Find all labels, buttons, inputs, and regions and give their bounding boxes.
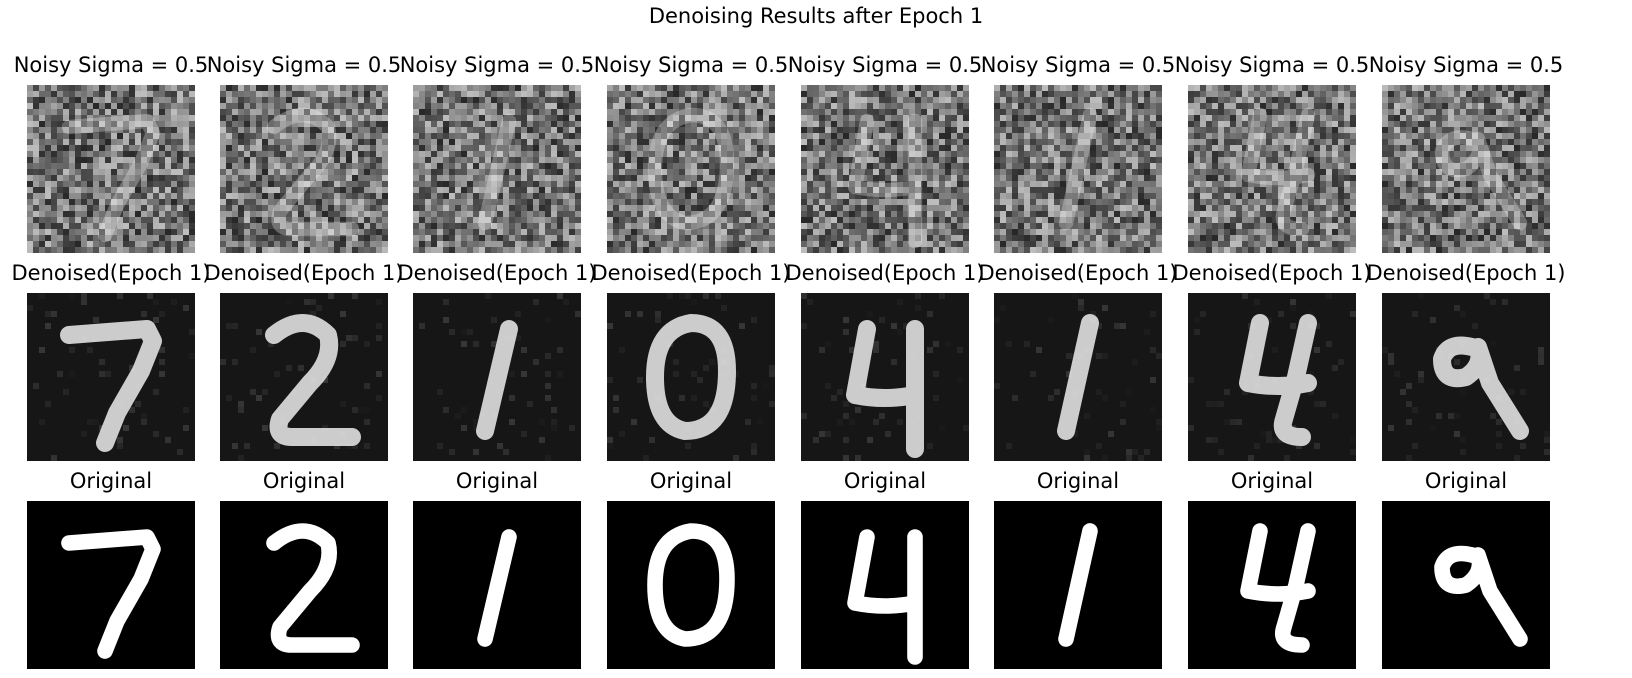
- original-label: Original: [649, 469, 733, 493]
- noisy-label: Noisy Sigma = 0.5: [1174, 53, 1370, 77]
- denoised-digit-4-graphic: [801, 293, 969, 461]
- denoised-digit-2-graphic: [220, 293, 388, 461]
- original-image-digit-1: [413, 501, 581, 669]
- noisy-image-digit-7: [27, 85, 195, 253]
- original-label: Original: [69, 469, 153, 493]
- noisy-digit-9-graphic: [1382, 85, 1550, 253]
- denoised-label: Denoised(Epoch 1): [1366, 261, 1566, 285]
- denoised-label: Denoised(Epoch 1): [785, 261, 985, 285]
- noisy-label: Noisy Sigma = 0.5: [593, 53, 789, 77]
- denoised-image-digit-4: [1188, 293, 1356, 461]
- denoised-image-digit-1: [994, 293, 1162, 461]
- original-image-digit-7: [27, 501, 195, 669]
- noisy-label: Noisy Sigma = 0.5: [13, 53, 209, 77]
- denoised-image-digit-4: [801, 293, 969, 461]
- figure-title: Denoising Results after Epoch 1: [648, 4, 984, 28]
- denoised-image-digit-9: [1382, 293, 1550, 461]
- denoised-label: Denoised(Epoch 1): [1172, 261, 1372, 285]
- noisy-digit-1-graphic: [413, 85, 581, 253]
- denoised-image-digit-0: [607, 293, 775, 461]
- denoised-label: Denoised(Epoch 1): [978, 261, 1178, 285]
- original-label: Original: [1230, 469, 1314, 493]
- noisy-image-digit-4: [801, 85, 969, 253]
- original-label: Original: [1424, 469, 1508, 493]
- noisy-digit-2-graphic: [220, 85, 388, 253]
- noisy-image-digit-9: [1382, 85, 1550, 253]
- original-digit-4-graphic: [801, 501, 969, 669]
- original-digit-9-graphic: [1382, 501, 1550, 669]
- noisy-image-digit-1: [413, 85, 581, 253]
- original-label: Original: [1036, 469, 1120, 493]
- noisy-label: Noisy Sigma = 0.5: [206, 53, 402, 77]
- denoised-digit-1-graphic: [994, 293, 1162, 461]
- original-image-digit-2: [220, 501, 388, 669]
- original-digit-4-graphic: [1188, 501, 1356, 669]
- noisy-digit-1-graphic: [994, 85, 1162, 253]
- denoised-image-digit-1: [413, 293, 581, 461]
- denoised-label: Denoised(Epoch 1): [204, 261, 404, 285]
- noisy-digit-7-graphic: [27, 85, 195, 253]
- denoised-image-digit-7: [27, 293, 195, 461]
- original-image-digit-0: [607, 501, 775, 669]
- original-digit-1-graphic: [994, 501, 1162, 669]
- original-label: Original: [455, 469, 539, 493]
- original-image-digit-9: [1382, 501, 1550, 669]
- denoised-digit-7-graphic: [27, 293, 195, 461]
- original-digit-2-graphic: [220, 501, 388, 669]
- denoised-digit-1-graphic: [413, 293, 581, 461]
- noisy-label: Noisy Sigma = 0.5: [399, 53, 595, 77]
- noisy-image-digit-0: [607, 85, 775, 253]
- original-image-digit-1: [994, 501, 1162, 669]
- noisy-label: Noisy Sigma = 0.5: [980, 53, 1176, 77]
- original-label: Original: [262, 469, 346, 493]
- noisy-label: Noisy Sigma = 0.5: [1368, 53, 1564, 77]
- noisy-digit-4-graphic: [801, 85, 969, 253]
- denoised-image-digit-2: [220, 293, 388, 461]
- noisy-image-digit-2: [220, 85, 388, 253]
- original-digit-1-graphic: [413, 501, 581, 669]
- denoised-digit-4-graphic: [1188, 293, 1356, 461]
- denoised-label: Denoised(Epoch 1): [397, 261, 597, 285]
- denoised-digit-9-graphic: [1382, 293, 1550, 461]
- noisy-image-digit-4: [1188, 85, 1356, 253]
- original-label: Original: [843, 469, 927, 493]
- denoised-digit-0-graphic: [607, 293, 775, 461]
- noisy-label: Noisy Sigma = 0.5: [787, 53, 983, 77]
- original-image-digit-4: [1188, 501, 1356, 669]
- noisy-digit-0-graphic: [607, 85, 775, 253]
- noisy-image-digit-1: [994, 85, 1162, 253]
- denoised-label: Denoised(Epoch 1): [591, 261, 791, 285]
- denoised-label: Denoised(Epoch 1): [11, 261, 211, 285]
- original-digit-7-graphic: [27, 501, 195, 669]
- original-digit-0-graphic: [607, 501, 775, 669]
- original-image-digit-4: [801, 501, 969, 669]
- noisy-digit-4-graphic: [1188, 85, 1356, 253]
